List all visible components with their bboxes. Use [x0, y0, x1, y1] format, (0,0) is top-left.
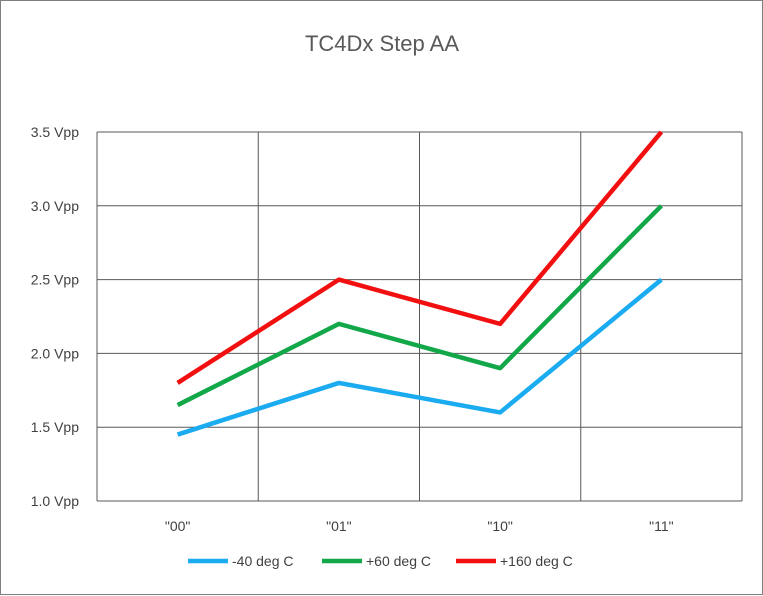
chart-title: TC4Dx Step AA — [305, 31, 459, 56]
series-lines — [176, 130, 664, 437]
y-tick-label: 3.5 Vpp — [31, 124, 79, 140]
y-tick-label: 2.0 Vpp — [31, 345, 79, 361]
legend: -40 deg C +60 deg C +160 deg C — [188, 553, 573, 569]
series-line — [176, 130, 664, 385]
series-line — [176, 277, 663, 437]
y-axis-ticks: 1.0 Vpp 1.5 Vpp 2.0 Vpp 2.5 Vpp 3.0 Vpp 3.5 V… — [31, 124, 79, 509]
y-tick-label: 2.5 Vpp — [31, 272, 79, 288]
legend-label: -40 deg C — [232, 553, 293, 569]
series-line — [176, 204, 663, 408]
y-tick-label: 1.5 Vpp — [31, 419, 79, 435]
legend-label: +60 deg C — [366, 553, 431, 569]
x-tick-label: "11" — [649, 518, 674, 534]
x-axis-ticks: "00" "01" "10" "11" — [165, 518, 674, 534]
x-tick-label: "10" — [487, 518, 513, 534]
y-tick-label: 3.0 Vpp — [31, 198, 79, 214]
y-tick-label: 1.0 Vpp — [31, 493, 79, 509]
legend-label: +160 deg C — [500, 553, 573, 569]
grid — [96, 131, 743, 502]
x-tick-label: "01" — [326, 518, 352, 534]
x-tick-label: "00" — [165, 518, 191, 534]
